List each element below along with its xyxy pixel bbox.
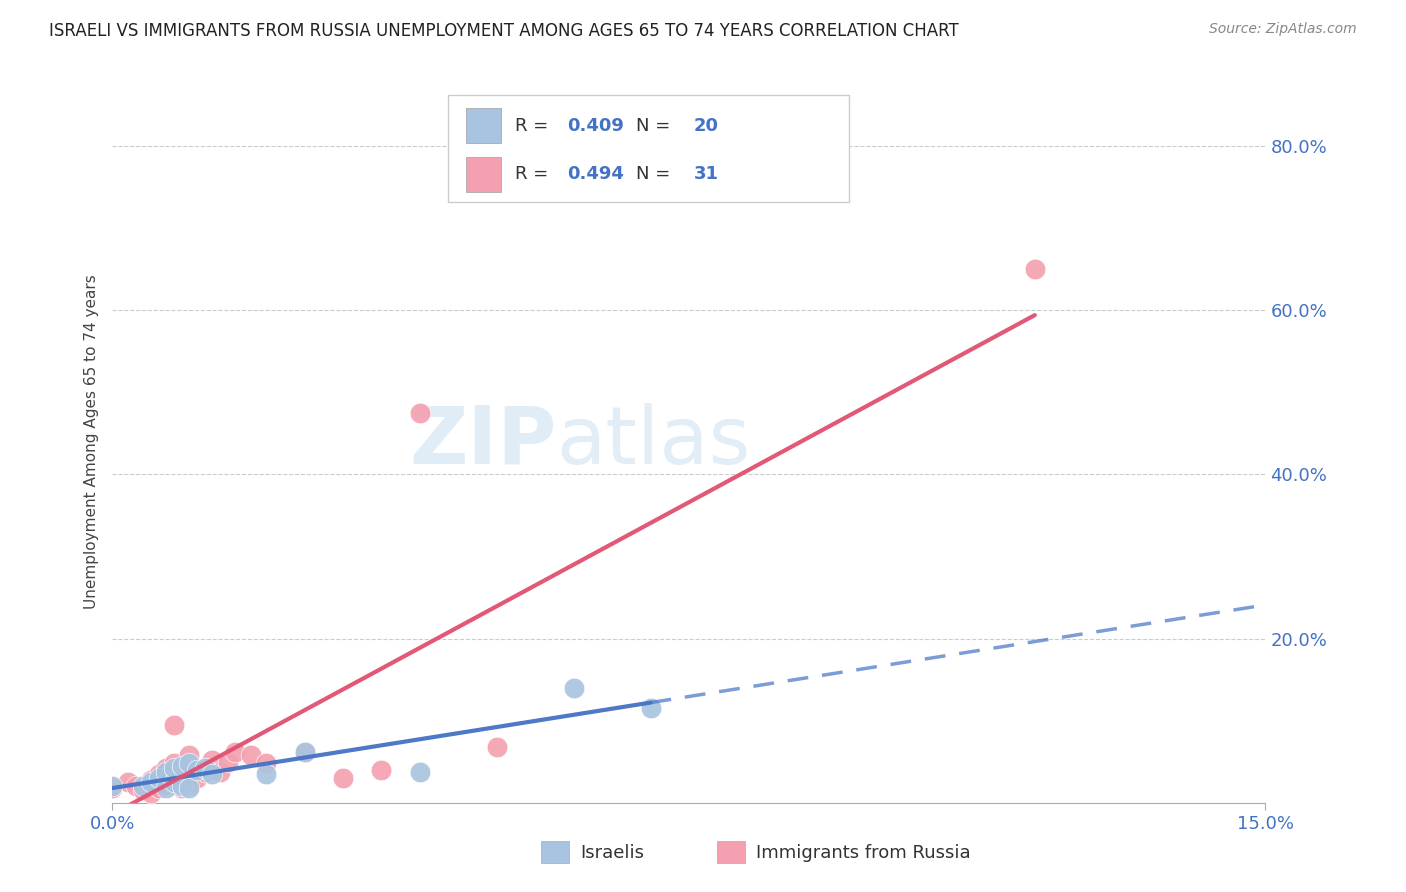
Text: Immigrants from Russia: Immigrants from Russia — [756, 844, 972, 862]
Point — [194, 761, 217, 775]
FancyBboxPatch shape — [449, 95, 849, 202]
Text: R =: R = — [515, 117, 554, 135]
Point — [155, 778, 177, 792]
Point — [485, 739, 508, 754]
Point — [409, 406, 432, 420]
FancyBboxPatch shape — [467, 157, 501, 192]
Point — [194, 764, 217, 779]
Text: 0.494: 0.494 — [567, 165, 624, 183]
Point — [139, 786, 162, 800]
Point — [179, 778, 201, 792]
Point — [209, 764, 232, 779]
Point — [148, 780, 170, 795]
FancyBboxPatch shape — [467, 109, 501, 143]
Text: ZIP: ZIP — [409, 402, 557, 481]
Point — [217, 755, 239, 769]
Text: Israelis: Israelis — [581, 844, 645, 862]
Point — [117, 775, 139, 789]
Point — [163, 775, 186, 789]
Point — [254, 767, 277, 781]
Point — [170, 780, 193, 795]
Point — [155, 764, 177, 779]
Point — [139, 772, 162, 787]
Text: 20: 20 — [693, 117, 718, 135]
Text: R =: R = — [515, 165, 554, 183]
Point — [239, 748, 262, 763]
Point — [101, 780, 124, 795]
Point — [1024, 262, 1046, 277]
Point — [409, 764, 432, 779]
Point — [148, 767, 170, 781]
Point — [332, 771, 354, 785]
Point — [155, 780, 177, 795]
Text: 31: 31 — [693, 165, 718, 183]
Point — [186, 771, 208, 785]
Point — [201, 767, 224, 781]
Point — [201, 753, 224, 767]
Point — [294, 745, 316, 759]
Point — [186, 763, 208, 777]
Point — [370, 763, 392, 777]
Text: Source: ZipAtlas.com: Source: ZipAtlas.com — [1209, 22, 1357, 37]
Point — [148, 771, 170, 785]
Point — [179, 780, 201, 795]
Point — [163, 718, 186, 732]
Point — [132, 783, 155, 797]
Y-axis label: Unemployment Among Ages 65 to 74 years: Unemployment Among Ages 65 to 74 years — [83, 274, 98, 609]
Point — [170, 759, 193, 773]
Text: atlas: atlas — [557, 402, 751, 481]
Point — [562, 681, 585, 695]
Point — [101, 780, 124, 794]
Point — [155, 761, 177, 775]
Point — [294, 745, 316, 759]
Point — [170, 780, 193, 794]
Point — [254, 756, 277, 771]
Point — [163, 761, 186, 775]
Text: N =: N = — [636, 165, 676, 183]
Point — [124, 780, 146, 794]
Text: N =: N = — [636, 117, 676, 135]
Text: 0.409: 0.409 — [567, 117, 624, 135]
Point — [179, 756, 201, 771]
Point — [132, 780, 155, 794]
Point — [224, 745, 246, 759]
Point — [139, 775, 162, 789]
Point — [170, 764, 193, 779]
Point — [640, 701, 662, 715]
Point — [163, 756, 186, 771]
Text: ISRAELI VS IMMIGRANTS FROM RUSSIA UNEMPLOYMENT AMONG AGES 65 TO 74 YEARS CORRELA: ISRAELI VS IMMIGRANTS FROM RUSSIA UNEMPL… — [49, 22, 959, 40]
Point — [179, 748, 201, 763]
Point — [179, 770, 201, 784]
